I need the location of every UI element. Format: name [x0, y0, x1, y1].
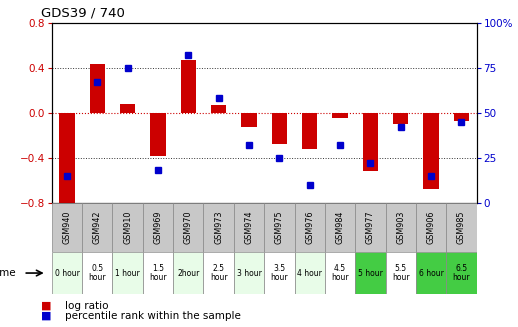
Bar — [234, 203, 264, 252]
Bar — [90, 64, 105, 113]
Bar — [173, 252, 204, 294]
Bar — [454, 113, 469, 121]
Text: 3.5
hour: 3.5 hour — [270, 264, 288, 283]
Bar — [150, 113, 166, 156]
Bar — [60, 113, 75, 205]
Text: 4 hour: 4 hour — [297, 268, 322, 278]
Bar — [302, 113, 317, 149]
Text: 5.5
hour: 5.5 hour — [392, 264, 410, 283]
Bar — [272, 113, 287, 144]
Text: GSM985: GSM985 — [457, 211, 466, 244]
Text: 5 hour: 5 hour — [358, 268, 383, 278]
Bar — [385, 252, 416, 294]
Text: 6 hour: 6 hour — [419, 268, 443, 278]
Bar — [173, 203, 204, 252]
Text: GSM910: GSM910 — [123, 211, 132, 244]
Text: GSM984: GSM984 — [336, 211, 344, 244]
Bar — [295, 252, 325, 294]
Text: 1.5
hour: 1.5 hour — [149, 264, 167, 283]
Text: GSM973: GSM973 — [214, 211, 223, 244]
Text: 3 hour: 3 hour — [237, 268, 262, 278]
Bar — [355, 252, 385, 294]
Bar — [393, 113, 408, 124]
Text: log ratio: log ratio — [65, 301, 108, 311]
Text: GDS39 / 740: GDS39 / 740 — [41, 7, 125, 20]
Bar — [204, 252, 234, 294]
Bar — [234, 252, 264, 294]
Bar — [264, 252, 295, 294]
Text: GSM970: GSM970 — [184, 211, 193, 244]
Text: GSM976: GSM976 — [305, 211, 314, 244]
Bar — [325, 252, 355, 294]
Text: percentile rank within the sample: percentile rank within the sample — [65, 311, 241, 320]
Text: GSM940: GSM940 — [63, 211, 71, 244]
Bar — [416, 203, 446, 252]
Bar — [112, 203, 143, 252]
Bar — [446, 203, 477, 252]
Bar — [120, 104, 135, 113]
Bar — [295, 203, 325, 252]
Bar — [416, 252, 446, 294]
Bar — [112, 252, 143, 294]
Text: GSM974: GSM974 — [244, 211, 253, 244]
Bar — [204, 203, 234, 252]
Bar — [325, 203, 355, 252]
Text: 4.5
hour: 4.5 hour — [331, 264, 349, 283]
Text: GSM903: GSM903 — [396, 211, 405, 244]
Bar — [355, 203, 385, 252]
Bar — [82, 252, 112, 294]
Text: GSM975: GSM975 — [275, 211, 284, 244]
Text: GSM942: GSM942 — [93, 211, 102, 244]
Bar — [446, 252, 477, 294]
Text: ■: ■ — [41, 301, 52, 311]
Bar — [52, 252, 82, 294]
Bar — [211, 105, 226, 113]
Text: GSM969: GSM969 — [153, 211, 163, 244]
Bar — [264, 203, 295, 252]
Bar — [333, 113, 348, 118]
Text: GSM906: GSM906 — [426, 211, 436, 244]
Text: 0.5
hour: 0.5 hour — [89, 264, 106, 283]
Text: 1 hour: 1 hour — [116, 268, 140, 278]
Text: ■: ■ — [41, 311, 52, 320]
Bar — [52, 203, 82, 252]
Bar — [423, 113, 439, 189]
Bar — [385, 203, 416, 252]
Bar — [181, 60, 196, 113]
Text: 6.5
hour: 6.5 hour — [453, 264, 470, 283]
Bar — [143, 252, 173, 294]
Bar — [241, 113, 256, 128]
Text: GSM977: GSM977 — [366, 211, 375, 244]
Text: 0 hour: 0 hour — [54, 268, 79, 278]
Bar — [82, 203, 112, 252]
Text: 2hour: 2hour — [177, 268, 199, 278]
Text: time: time — [0, 268, 16, 278]
Text: 2.5
hour: 2.5 hour — [210, 264, 227, 283]
Bar — [143, 203, 173, 252]
Bar — [363, 113, 378, 171]
